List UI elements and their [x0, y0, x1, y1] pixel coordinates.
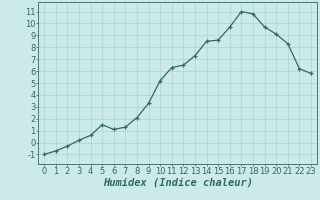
X-axis label: Humidex (Indice chaleur): Humidex (Indice chaleur) — [103, 177, 252, 187]
